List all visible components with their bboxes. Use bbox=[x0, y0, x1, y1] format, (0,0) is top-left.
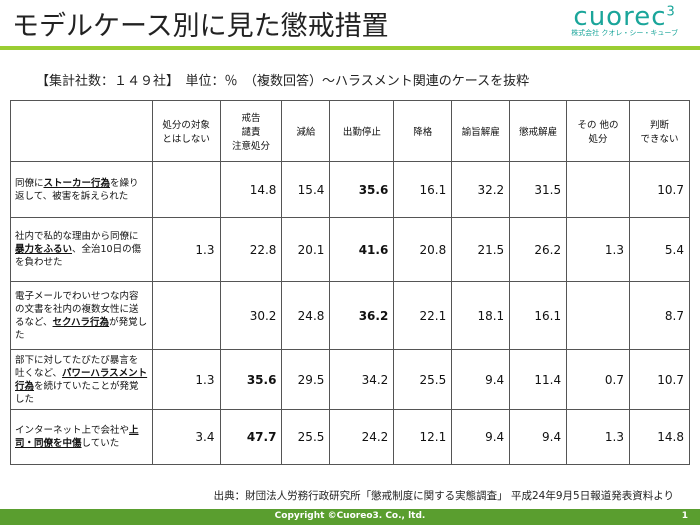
value-cell: 36.2 bbox=[329, 281, 395, 350]
logo: cuorec3 株式会社 クオレ・シー・キューブ bbox=[571, 2, 678, 38]
value-cell: 47.7 bbox=[219, 409, 283, 465]
value-cell: 5.4 bbox=[628, 217, 691, 282]
value-cell: 31.5 bbox=[509, 161, 568, 218]
case-text: を続けていたことが発覚した bbox=[15, 380, 139, 405]
corner-cell bbox=[10, 100, 153, 162]
case-cell: インターネット上で会社や上司・同僚を中傷していた bbox=[10, 409, 153, 465]
value-cell: 14.8 bbox=[219, 161, 283, 218]
column-header: 降格 bbox=[393, 100, 453, 162]
value-cell: 14.8 bbox=[628, 409, 691, 465]
case-emphasis: 暴力をふるい bbox=[15, 244, 73, 255]
value-cell: 9.4 bbox=[451, 349, 511, 410]
value-cell: 16.1 bbox=[509, 281, 568, 350]
value-cell: 1.3 bbox=[566, 217, 630, 282]
subtitle: 【集計社数：１４９社】 単位：％ （複数回答）～ハラスメント関連のケースを抜粋 bbox=[36, 74, 530, 89]
case-text: 部下に対してたびたび暴言を吐くなど、 bbox=[15, 354, 139, 379]
case-text: 、全治10日の傷を負わせた bbox=[15, 244, 142, 268]
value-cell: 26.2 bbox=[509, 217, 568, 282]
value-cell: 12.1 bbox=[393, 409, 453, 465]
value-cell: 24.8 bbox=[281, 281, 331, 350]
case-emphasis: パワーハラスメント行為 bbox=[15, 367, 148, 392]
page-number: 1 bbox=[681, 511, 688, 521]
value-cell: 25.5 bbox=[393, 349, 453, 410]
column-header: その 他の 処分 bbox=[566, 100, 630, 162]
value-cell: 35.6 bbox=[329, 161, 395, 218]
value-cell: 20.1 bbox=[281, 217, 331, 282]
case-text: インターネット上で会社や bbox=[15, 425, 130, 436]
column-header: 懲戒解雇 bbox=[509, 100, 568, 162]
table-body: 同僚にストーカー行為を繰り返して、被害を訴えられた 14.8 15.4 35.6 16.… bbox=[10, 161, 691, 465]
case-text: が発覚した bbox=[15, 316, 148, 341]
case-emphasis: 上司・同僚を中傷 bbox=[15, 425, 139, 449]
column-header: 判断 できない bbox=[628, 100, 691, 162]
value-cell: 21.5 bbox=[451, 217, 511, 282]
value-cell: 1.3 bbox=[566, 409, 630, 465]
column-header: 処分の対象 とはしない bbox=[151, 100, 221, 162]
value-cell: 32.2 bbox=[451, 161, 511, 218]
case-cell: 部下に対してたびたび暴言を吐くなど、パワーハラスメント行為を続けていたことが発覚… bbox=[10, 349, 153, 410]
value-cell: 11.4 bbox=[509, 349, 568, 410]
value-cell bbox=[151, 281, 221, 350]
table-row: インターネット上で会社や上司・同僚を中傷していた 3.4 47.7 25.5 24.2 1… bbox=[10, 409, 691, 465]
value-cell: 29.5 bbox=[281, 349, 331, 410]
case-cell: 電子メールでわいせつな内容の文書を社内の複数女性に送るなど、セクハラ行為が発覚し… bbox=[10, 281, 153, 350]
logo-text: cuorec bbox=[573, 2, 667, 32]
value-cell: 22.8 bbox=[219, 217, 283, 282]
value-cell: 1.3 bbox=[151, 349, 221, 410]
value-cell: 8.7 bbox=[628, 281, 691, 350]
case-emphasis: セクハラ行為 bbox=[52, 316, 110, 328]
value-cell: 41.6 bbox=[329, 217, 395, 282]
case-text: を繰り返して、被害を訴えられた bbox=[15, 177, 139, 202]
value-cell: 34.2 bbox=[329, 349, 395, 410]
header-row: 処分の対象 とはしない 戒告 譴責 注意処分 減給 出勤停止 降格 諭旨解雇 懲戒解雇 その … bbox=[10, 100, 691, 162]
case-text: 社内で私的な理由から同僚に bbox=[15, 231, 139, 242]
table-row: 社内で私的な理由から同僚に暴力をふるい、全治10日の傷を負わせた 1.3 22.8 2… bbox=[10, 217, 691, 282]
value-cell: 18.1 bbox=[451, 281, 511, 350]
column-header: 出勤停止 bbox=[329, 100, 395, 162]
value-cell bbox=[566, 281, 630, 350]
value-cell: 20.8 bbox=[393, 217, 453, 282]
value-cell: 24.2 bbox=[329, 409, 395, 465]
value-cell: 10.7 bbox=[628, 161, 691, 218]
case-emphasis: ストーカー行為 bbox=[43, 177, 111, 189]
title-rule bbox=[0, 46, 700, 50]
source: 出典：財団法人労務行政研究所「懲戒制度に関する実態調査」 平成24年9月5日報道… bbox=[213, 490, 674, 502]
value-cell: 16.1 bbox=[393, 161, 453, 218]
table-row: 部下に対してたびたび暴言を吐くなど、パワーハラスメント行為を続けていたことが発覚… bbox=[10, 349, 691, 410]
table-row: 電子メールでわいせつな内容の文書を社内の複数女性に送るなど、セクハラ行為が発覚し… bbox=[10, 281, 691, 350]
table: 処分の対象 とはしない 戒告 譴責 注意処分 減給 出勤停止 降格 諭旨解雇 懲戒解雇 その … bbox=[10, 100, 691, 465]
company: 株式会社 クオレ・シー・キューブ bbox=[571, 29, 678, 37]
value-cell: 25.5 bbox=[281, 409, 331, 465]
column-header: 戒告 譴責 注意処分 bbox=[219, 100, 283, 162]
value-cell: 30.2 bbox=[219, 281, 283, 350]
case-text: していた bbox=[81, 438, 120, 449]
value-cell: 15.4 bbox=[281, 161, 331, 218]
column-header: 減給 bbox=[281, 100, 331, 162]
copyright: Copyright ©Cuoreo3. Co., ltd. bbox=[274, 511, 426, 521]
value-cell bbox=[151, 161, 221, 218]
value-cell: 35.6 bbox=[219, 349, 283, 410]
value-cell bbox=[566, 161, 630, 218]
case-cell: 社内で私的な理由から同僚に暴力をふるい、全治10日の傷を負わせた bbox=[10, 217, 153, 282]
column-header: 諭旨解雇 bbox=[451, 100, 511, 162]
value-cell: 3.4 bbox=[151, 409, 221, 465]
case-text: 同僚に bbox=[15, 177, 44, 189]
value-cell: 9.4 bbox=[509, 409, 568, 465]
logo-sup: 3 bbox=[666, 4, 676, 20]
value-cell: 9.4 bbox=[451, 409, 511, 465]
value-cell: 1.3 bbox=[151, 217, 221, 282]
case-text: 電子メールでわいせつな内容の文書を社内の複数女性に送るなど、 bbox=[15, 290, 139, 328]
value-cell: 10.7 bbox=[628, 349, 691, 410]
case-cell: 同僚にストーカー行為を繰り返して、被害を訴えられた bbox=[10, 161, 153, 218]
table-row: 同僚にストーカー行為を繰り返して、被害を訴えられた 14.8 15.4 35.6 16.… bbox=[10, 161, 691, 218]
value-cell: 0.7 bbox=[566, 349, 630, 410]
title: モデルケース別に見た懲戒措置 bbox=[12, 11, 389, 42]
value-cell: 22.1 bbox=[393, 281, 453, 350]
footer-bar: Copyright ©Cuoreo3. Co., ltd. 1 bbox=[0, 509, 700, 525]
